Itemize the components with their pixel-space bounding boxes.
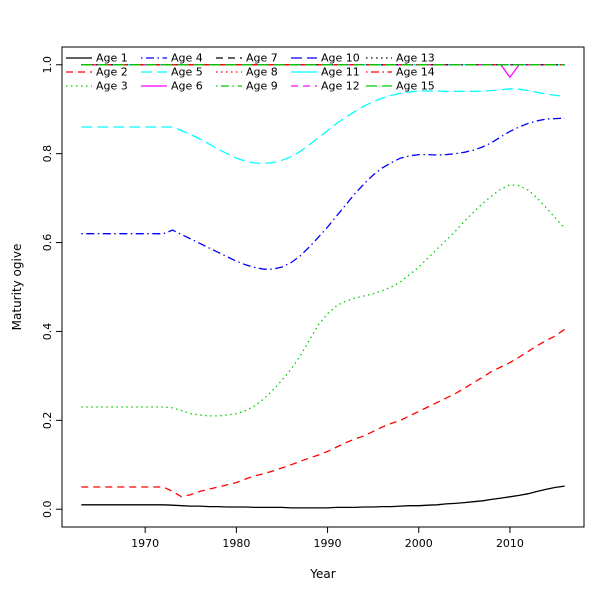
legend-label: Age 14 [396,66,435,79]
y-tick-label: 0.8 [41,145,54,163]
x-tick-label: 1980 [222,537,250,550]
legend-item: Age 9 [216,80,278,93]
series-line-age-5 [81,88,565,165]
legend-item: Age 12 [291,80,360,93]
series-line-age-4 [81,117,565,270]
legend-item: Age 6 [141,80,203,93]
legend-item: Age 3 [66,80,128,93]
x-tick-label: 1990 [314,537,342,550]
legend-item: Age 8 [216,66,278,79]
legend-label: Age 15 [396,80,435,93]
legend-label: Age 11 [321,66,360,79]
legend-item: Age 5 [141,66,203,79]
y-tick-label: 0.0 [41,500,54,518]
legend-label: Age 10 [321,52,360,65]
legend-label: Age 5 [171,66,203,79]
x-tick-label: 1970 [131,537,159,550]
legend-label: Age 13 [396,52,435,65]
legend-item: Age 14 [366,66,435,79]
legend-label: Age 6 [171,80,203,93]
y-tick-label: 0.2 [41,412,54,430]
legend-label: Age 2 [96,66,128,79]
legend-label: Age 1 [96,52,128,65]
y-axis-title: Maturity ogive [10,244,24,331]
legend-label: Age 7 [246,52,278,65]
legend-label: Age 3 [96,80,128,93]
legend-label: Age 9 [246,80,278,93]
legend-item: Age 15 [366,80,435,93]
x-axis-title: Year [309,567,335,581]
x-tick-label: 2000 [405,537,433,550]
series-line-age-1 [81,485,565,509]
series-line-age-3 [81,184,566,417]
y-tick-label: 0.6 [41,234,54,252]
legend-item: Age 13 [366,52,435,65]
y-tick-label: 0.4 [41,323,54,341]
legend-label: Age 12 [321,80,360,93]
legend-label: Age 4 [171,52,203,65]
legend-item: Age 11 [291,66,360,79]
legend-item: Age 7 [216,52,278,65]
legend-item: Age 10 [291,52,360,65]
legend-item: Age 2 [66,66,128,79]
plot-border [61,46,585,528]
legend-label: Age 8 [246,66,278,79]
y-tick-label: 1.0 [41,56,54,74]
legend-item: Age 4 [141,52,203,65]
x-tick-label: 2010 [496,537,524,550]
legend-item: Age 1 [66,52,128,65]
